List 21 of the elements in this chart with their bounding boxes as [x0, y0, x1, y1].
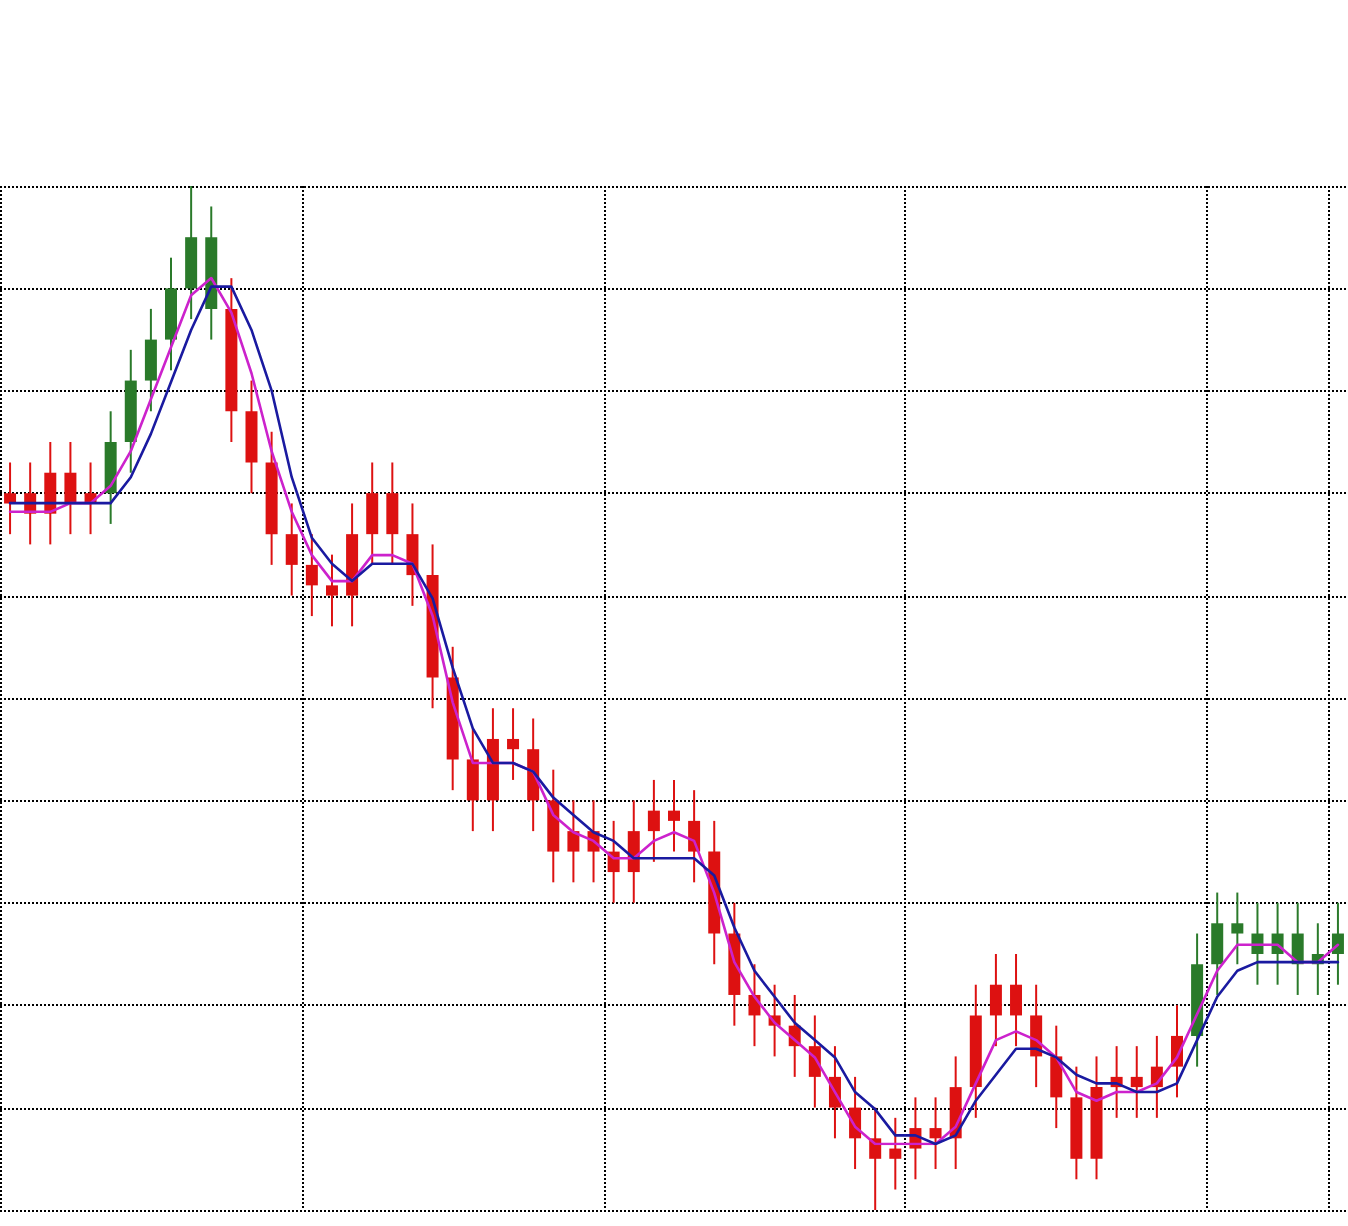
candlestick — [305, 533, 318, 618]
candlestick — [929, 1096, 942, 1171]
candlestick — [1211, 891, 1224, 996]
candlestick — [507, 707, 520, 781]
candlestick — [1130, 1045, 1143, 1119]
candlestick — [64, 441, 77, 536]
candlestick — [466, 727, 479, 833]
candlestick — [1231, 891, 1244, 966]
candlestick — [647, 778, 660, 863]
candlestick — [285, 502, 298, 597]
candlestick — [144, 307, 157, 413]
candlestick — [4, 461, 17, 536]
candlestick — [989, 953, 1002, 1048]
candlestick — [1050, 1024, 1063, 1130]
candlestick — [366, 461, 379, 566]
candlestick — [386, 461, 399, 566]
candlestick — [889, 1116, 902, 1191]
candlestick — [668, 778, 680, 853]
candlestick — [325, 553, 338, 628]
candlestick — [1010, 953, 1023, 1048]
candlestick — [567, 799, 580, 884]
